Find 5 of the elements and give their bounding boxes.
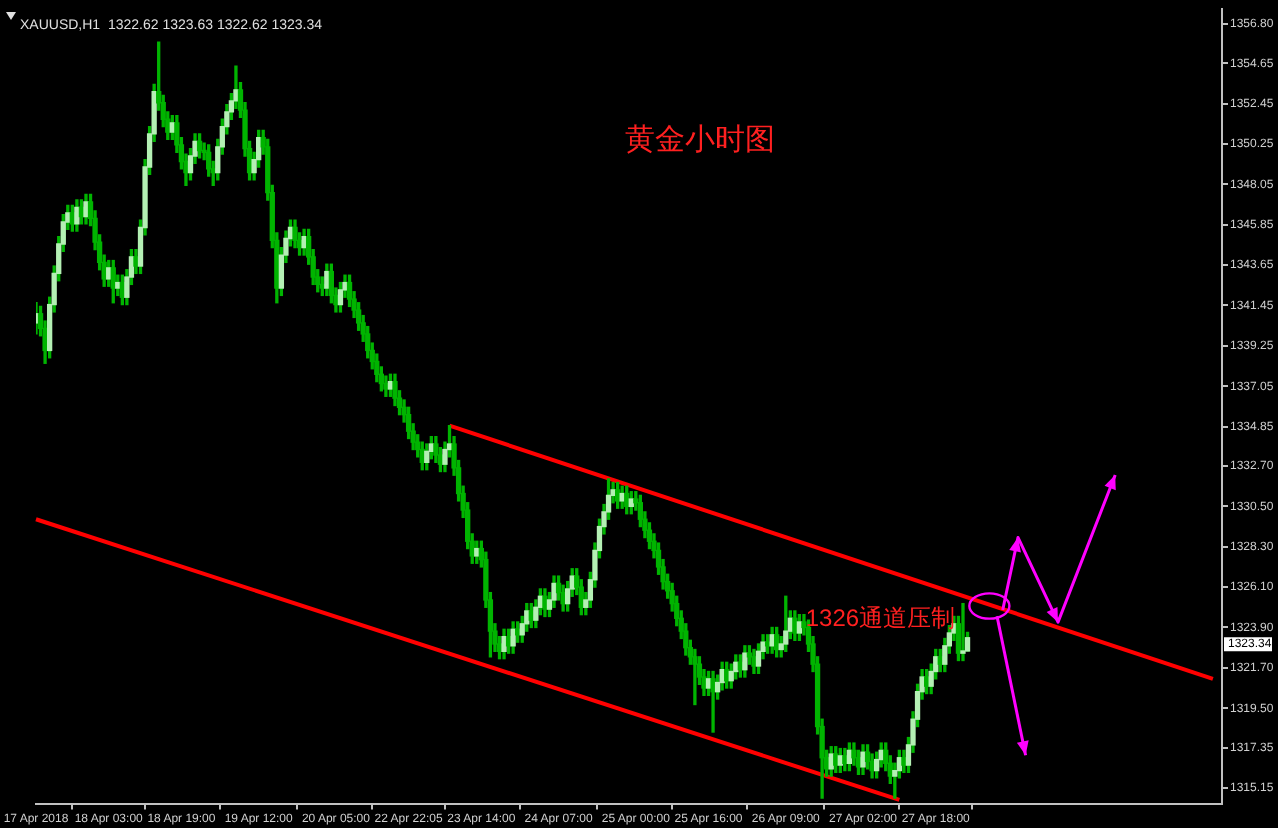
- text: 黄金小时图: [625, 122, 776, 157]
- annotation: 1326通道压制: [805, 603, 956, 632]
- candlestick: [710, 670, 716, 733]
- candlestick: [960, 602, 966, 662]
- candlestick: [692, 648, 698, 706]
